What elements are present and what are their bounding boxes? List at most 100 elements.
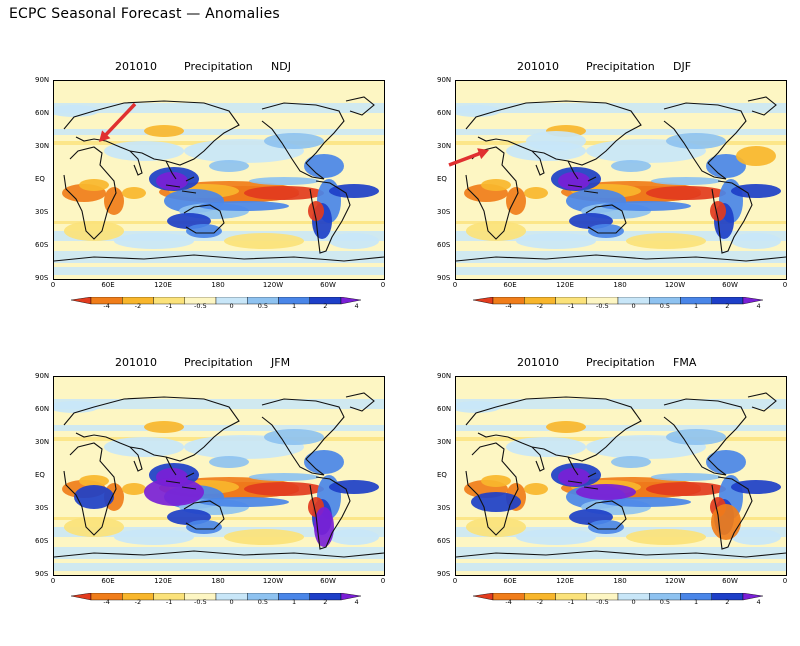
color-scale-label: 4 (756, 598, 761, 606)
latitude-label: 30N (35, 438, 50, 446)
longitude-label: 60W (722, 281, 738, 289)
color-scale-bar: -4 -2 -1 -0.5 0 0.5 1 2 4 (472, 588, 764, 608)
color-scale-label: -1 (567, 598, 575, 606)
latitude-label: EQ (35, 471, 45, 479)
color-scale-label: 0.5 (257, 302, 269, 310)
variable-name: Precipitation (586, 60, 655, 73)
longitude-label: 0 (452, 281, 458, 289)
longitude-label: 60E (503, 577, 517, 585)
color-scale-label: -0.5 (596, 302, 609, 310)
color-scale-label: -1 (567, 302, 575, 310)
latitude-label: 30S (35, 208, 49, 216)
color-scale-label: 0 (631, 302, 636, 310)
longitude-label: 60E (101, 281, 115, 289)
latitude-label: 90S (35, 274, 49, 282)
color-scale-label: 0 (229, 598, 234, 606)
longitude-label: 0 (380, 577, 386, 585)
panel-header: 201010 Precipitation NDJ (35, 60, 415, 76)
forecast-date: 201010 (115, 60, 157, 73)
anomaly-map (53, 80, 385, 280)
color-scale-label: 1 (292, 598, 297, 606)
color-scale-bar: -4 -2 -1 -0.5 0 0.5 1 2 4 (70, 588, 362, 608)
latitude-label: 30S (437, 504, 451, 512)
latitude-label: EQ (437, 471, 447, 479)
color-scale-label: 2 (725, 302, 730, 310)
latitude-label: 90N (437, 372, 452, 380)
color-scale-label: 4 (354, 302, 359, 310)
color-scale-swatches (70, 296, 362, 305)
latitude-label: 30N (437, 142, 452, 150)
precipitation-anomaly-field (54, 81, 384, 279)
longitude-label: 120E (556, 281, 574, 289)
latitude-label: 30S (35, 504, 49, 512)
longitude-label: 180 (613, 281, 627, 289)
latitude-label: 60S (437, 241, 451, 249)
latitude-label: 90N (437, 76, 452, 84)
latitude-label: 60S (35, 537, 49, 545)
longitude-label: 120W (664, 577, 686, 585)
color-scale-label: -2 (536, 598, 544, 606)
longitude-label: 60W (320, 577, 336, 585)
forecast-panel-jfm: 201010 Precipitation JFM 90N 60N 30N EQ 30S 60S 9… (35, 356, 415, 646)
color-scale-label: 0.5 (659, 302, 671, 310)
longitude-label: 0 (380, 281, 386, 289)
latitude-label: 30N (437, 438, 452, 446)
longitude-label: 60E (101, 577, 115, 585)
color-scale-label: -2 (536, 302, 544, 310)
color-scale-label: 0.5 (659, 598, 671, 606)
color-scale-label: 0.5 (257, 598, 269, 606)
color-scale-label: 2 (323, 598, 328, 606)
color-scale-label: 1 (694, 302, 699, 310)
color-scale-label: -1 (165, 598, 173, 606)
variable-name: Precipitation (184, 356, 253, 369)
longitude-label: 120W (262, 281, 284, 289)
color-scale-label: -0.5 (194, 598, 207, 606)
latitude-label: 90S (437, 570, 451, 578)
color-scale-label: 4 (756, 302, 761, 310)
latitude-label: EQ (35, 175, 45, 183)
longitude-label: 180 (211, 281, 225, 289)
forecast-panel-fma: 201010 Precipitation FMA 90N 60N 30N EQ 30S 60S 9… (437, 356, 800, 646)
longitude-label: 180 (211, 577, 225, 585)
longitude-label: 120W (262, 577, 284, 585)
color-scale-label: -4 (103, 302, 110, 310)
color-scale-label: 0 (229, 302, 234, 310)
latitude-label: 60N (437, 405, 452, 413)
latitude-label: 60S (35, 241, 49, 249)
latitude-label: 60N (35, 405, 50, 413)
color-scale-label: 1 (694, 598, 699, 606)
color-scale-label: 2 (323, 302, 328, 310)
panel-header: 201010 Precipitation JFM (35, 356, 415, 372)
color-scale-bar: -4 -2 -1 -0.5 0 0.5 1 2 4 (472, 292, 764, 312)
forecast-date: 201010 (115, 356, 157, 369)
color-scale-label: 1 (292, 302, 297, 310)
season-label: NDJ (271, 60, 291, 73)
longitude-label: 120E (154, 577, 172, 585)
color-scale-label: -4 (505, 302, 512, 310)
longitude-label: 120W (664, 281, 686, 289)
anomaly-map (455, 80, 787, 280)
season-label: JFM (271, 356, 291, 369)
panel-header: 201010 Precipitation FMA (437, 356, 800, 372)
longitude-label: 0 (782, 281, 788, 289)
forecast-date: 201010 (517, 60, 559, 73)
variable-name: Precipitation (184, 60, 253, 73)
precipitation-anomaly-field (54, 377, 384, 575)
forecast-date: 201010 (517, 356, 559, 369)
forecast-panel-djf: 201010 Precipitation DJF 90N 60N 30N EQ 30S 60S 9… (437, 60, 800, 350)
color-scale-swatches (70, 592, 362, 601)
precipitation-anomaly-field (456, 81, 786, 279)
color-scale-label: -2 (134, 302, 142, 310)
season-label: FMA (673, 356, 697, 369)
latitude-label: 30S (437, 208, 451, 216)
color-scale-label: -4 (103, 598, 110, 606)
color-scale-label: 0 (631, 598, 636, 606)
latitude-label: 60S (437, 537, 451, 545)
longitude-label: 60W (320, 281, 336, 289)
latitude-label: 90N (35, 372, 50, 380)
anomaly-map (455, 376, 787, 576)
color-scale-swatches (472, 592, 764, 601)
longitude-label: 180 (613, 577, 627, 585)
color-scale-label: -2 (134, 598, 142, 606)
longitude-label: 0 (50, 577, 56, 585)
